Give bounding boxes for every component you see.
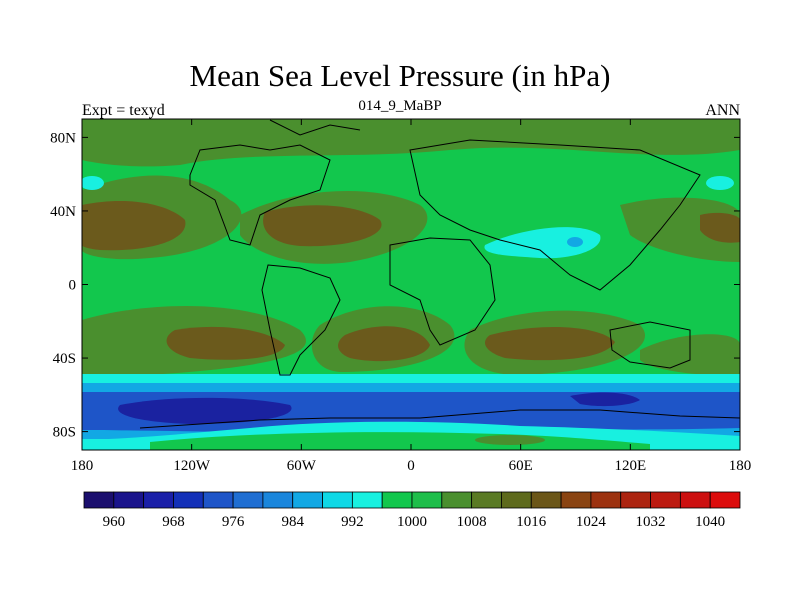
time-label: 014_9_MaBP — [358, 98, 442, 114]
colorbar-swatch — [620, 491, 651, 509]
colorbar-swatch — [83, 491, 115, 509]
pressure-field — [82, 119, 740, 450]
colorbar-label: 984 — [281, 514, 304, 530]
colorbar-swatch — [262, 491, 294, 509]
experiment-label: Expt = texyd — [82, 102, 165, 119]
colorbar-label: 1016 — [516, 514, 547, 530]
colorbar-swatch — [143, 491, 174, 509]
field-low-arctic-east — [706, 176, 734, 190]
coast-eurasia — [409, 139, 701, 291]
coast-africa — [389, 237, 496, 346]
lat-tick-label: 0 — [69, 278, 77, 294]
field-core-spacific — [166, 326, 285, 360]
lon-tick-label: 60E — [509, 458, 533, 474]
field-low-asia — [484, 227, 601, 259]
colorbar-label: 992 — [341, 514, 364, 530]
colorbar-swatch — [560, 491, 592, 509]
coast-north-america — [189, 144, 331, 246]
field-low-asia-core — [567, 237, 583, 247]
colorbar-swatch — [202, 491, 234, 509]
field-core-satlantic — [338, 326, 430, 362]
lon-tick-label: 180 — [71, 458, 94, 474]
field-antarctic-high — [475, 435, 545, 445]
colorbar-swatch — [113, 491, 145, 509]
coast-australia — [609, 321, 691, 369]
lon-tick-label: 120E — [614, 458, 646, 474]
coastlines — [139, 119, 740, 429]
lat-tick-label: 40S — [53, 351, 76, 367]
colorbar-swatch — [679, 491, 711, 509]
colorbar-swatch — [530, 491, 562, 509]
coast-south-america — [261, 264, 341, 376]
lat-tick-label: 40N — [50, 204, 76, 220]
lat-tick-label: 80S — [53, 425, 76, 441]
colorbar-swatch — [322, 491, 353, 509]
coast-antarctica — [139, 409, 740, 429]
colorbar-label: 1024 — [576, 514, 607, 530]
field-high-north-band — [82, 120, 740, 167]
lon-tick-label: 0 — [407, 458, 415, 474]
colorbar-label: 960 — [103, 514, 126, 530]
lon-tick-label: 180 — [729, 458, 752, 474]
field-low-arctic-west — [82, 176, 104, 190]
colorbar-swatch — [501, 491, 532, 509]
colorbar-label: 1008 — [457, 514, 487, 530]
field-core-sindian — [485, 326, 615, 361]
colorbar-swatch — [381, 491, 413, 509]
coast-greenland — [269, 119, 361, 136]
colorbar-label: 1000 — [397, 514, 427, 530]
plot-title: Mean Sea Level Pressure (in hPa) — [189, 58, 611, 93]
field-core-east — [700, 212, 740, 243]
colorbar-label: 976 — [222, 514, 245, 530]
colorbar-swatch — [292, 491, 323, 509]
field-core-natlantic — [263, 205, 382, 247]
colorbar-swatch — [471, 491, 502, 509]
colorbar-swatch — [411, 491, 443, 509]
field-core-npacific — [82, 200, 186, 251]
colorbar-swatch — [173, 491, 204, 509]
field-low-core-west — [118, 397, 292, 424]
lon-tick-label: 60W — [287, 458, 317, 474]
colorbar: 960 968 976 984 992 1000 1008 1016 1024 1032 1040 — [83, 491, 741, 530]
colorbar-label: 1040 — [695, 514, 725, 530]
colorbar-swatch — [709, 491, 741, 509]
lon-tick-label: 120W — [173, 458, 211, 474]
colorbar-swatch — [441, 491, 473, 509]
field-low-core-east — [570, 392, 640, 407]
colorbar-swatch — [590, 491, 622, 509]
season-label: ANN — [705, 102, 740, 119]
colorbar-label: 968 — [162, 514, 185, 530]
colorbar-swatch — [650, 491, 681, 509]
map-axes: 180 120W 60W 0 60E 120E 180 80N 40N 0 40S 80S — [50, 119, 751, 474]
lat-tick-label: 80N — [50, 130, 76, 146]
colorbar-swatch — [232, 491, 264, 509]
colorbar-label: 1032 — [636, 514, 666, 530]
colorbar-swatch — [351, 491, 383, 509]
